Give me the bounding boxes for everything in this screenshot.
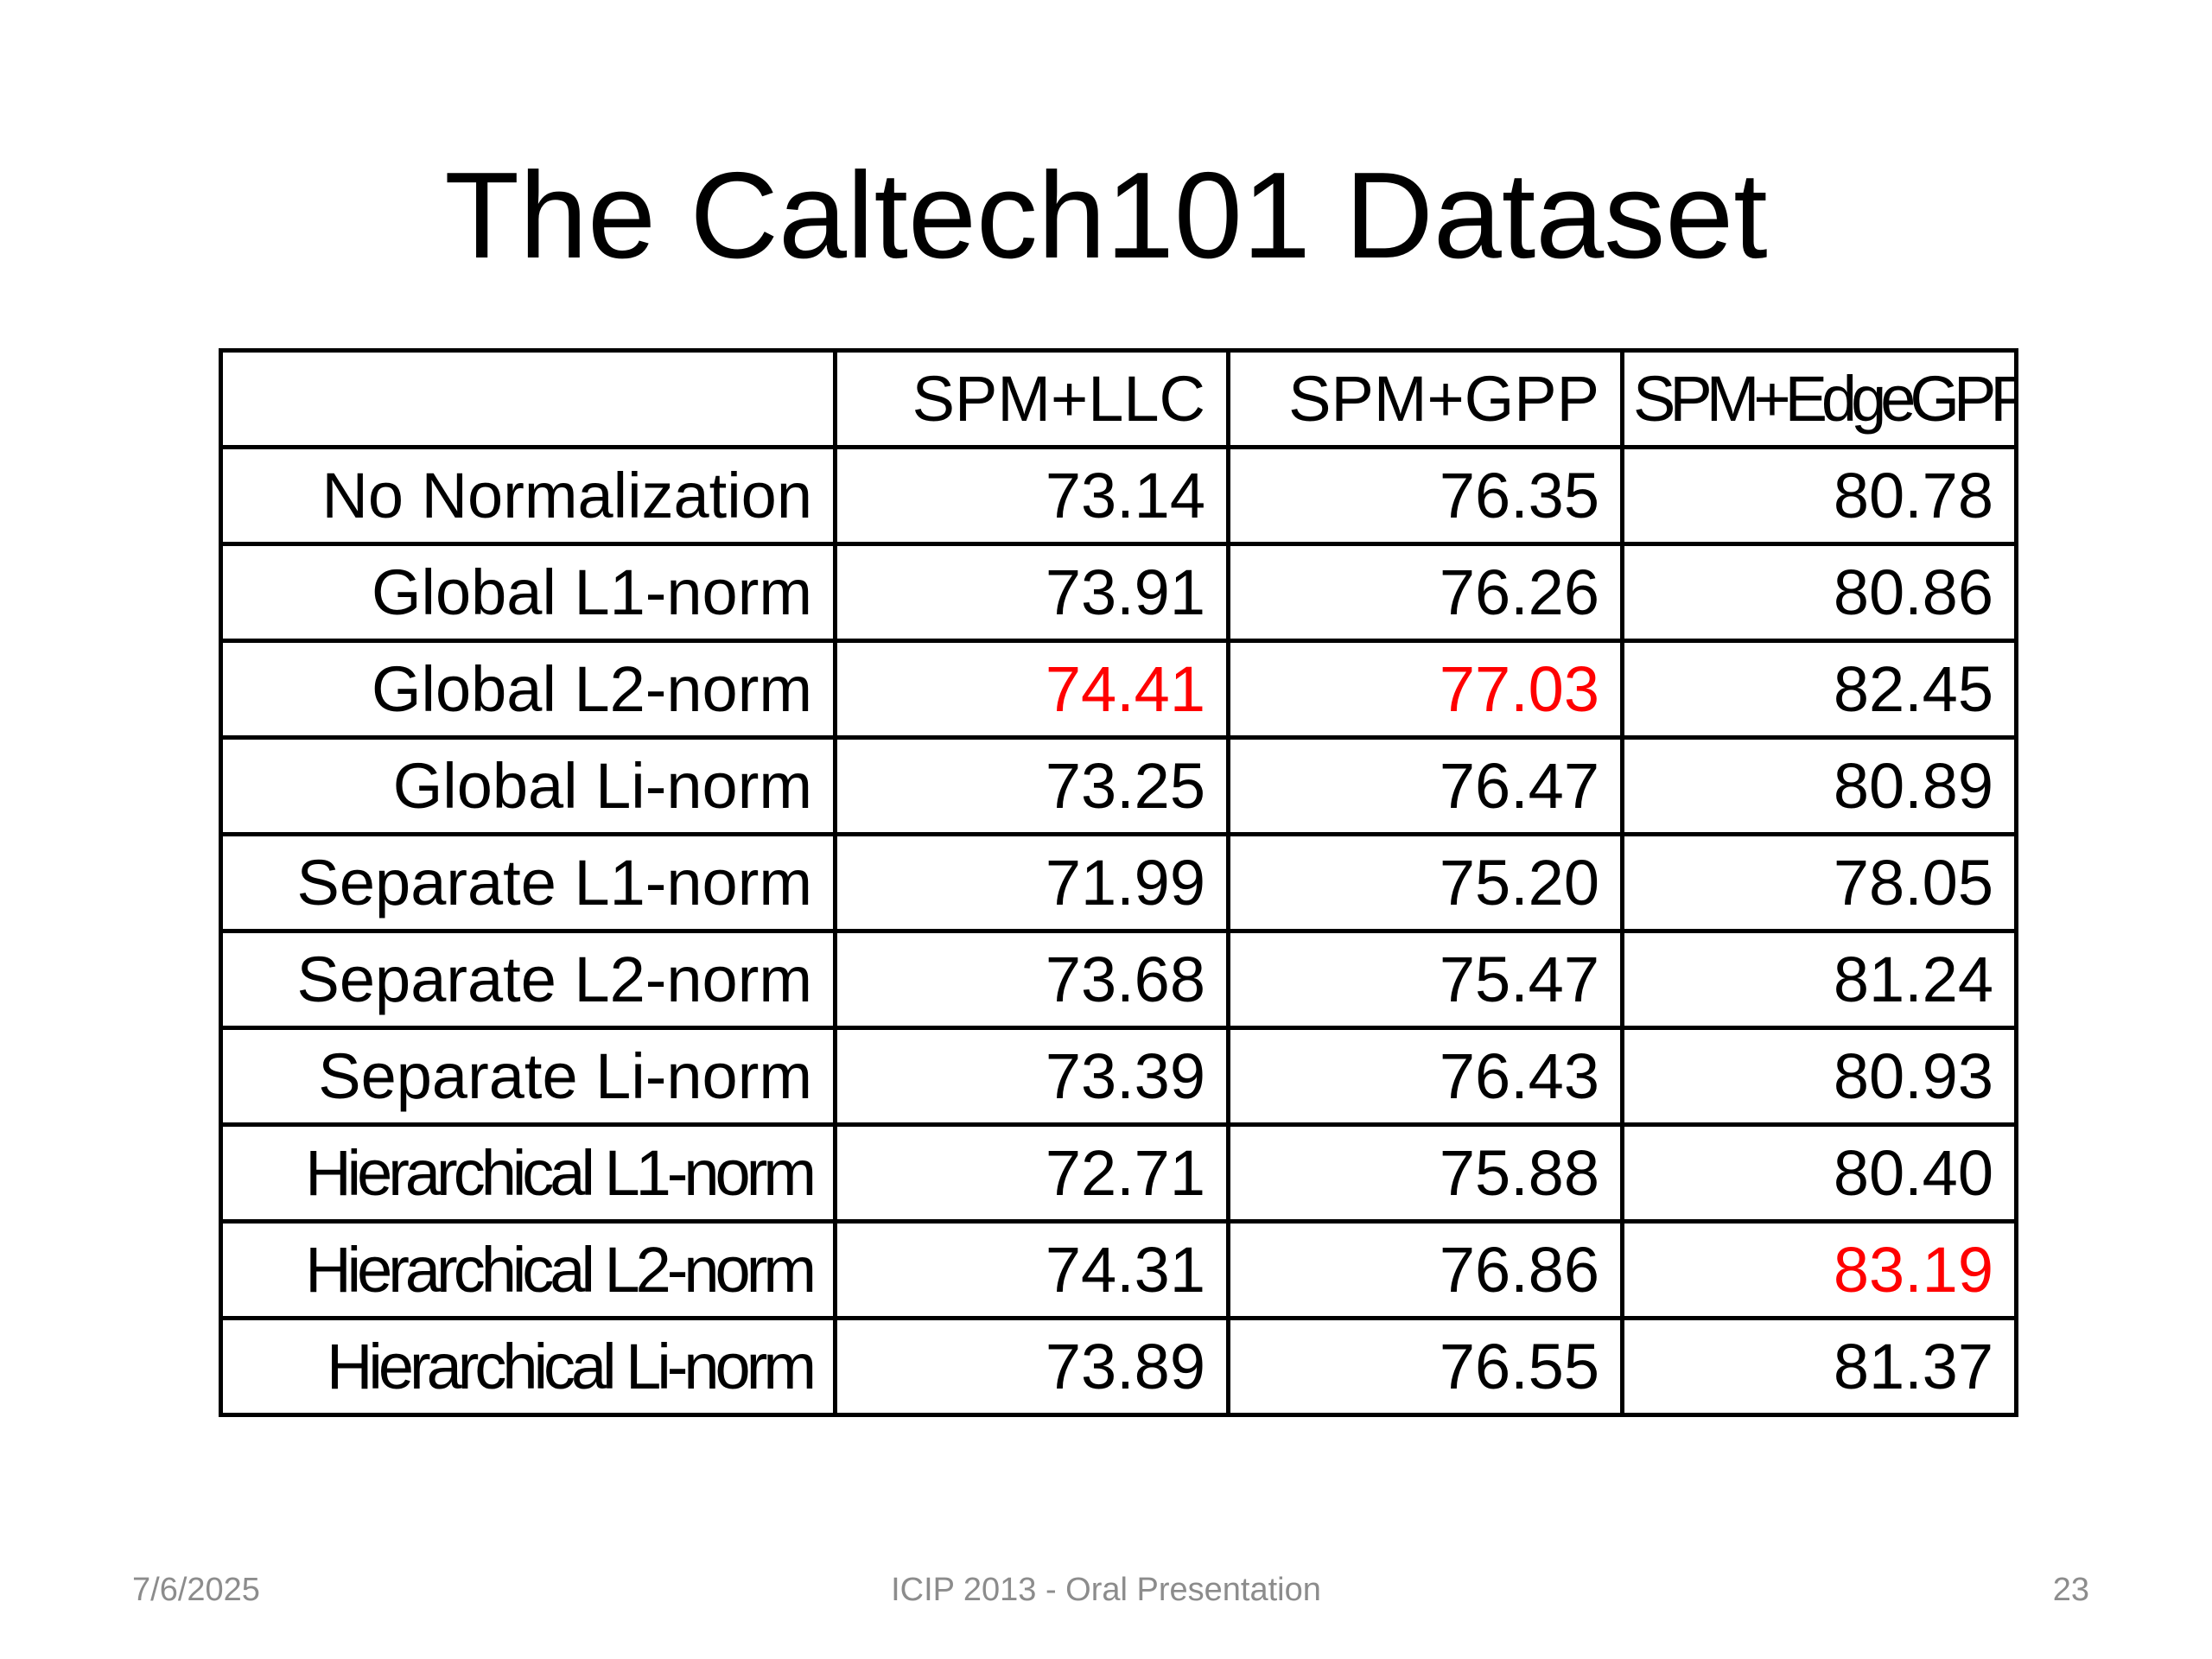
header-cell-empty [219, 348, 837, 449]
value-cell: 76.35 [1226, 445, 1624, 546]
table-header-row: SPM+LLC SPM+GPP SPM+EdgeGPP [219, 348, 2018, 449]
value-cell: 80.40 [1620, 1122, 2018, 1224]
value-cell: 76.55 [1226, 1316, 1624, 1417]
table-row: Global Li-norm 73.25 76.47 80.89 [219, 735, 2018, 836]
value-cell: 77.03 [1226, 639, 1624, 740]
value-cell: 71.99 [833, 832, 1230, 933]
value-cell: 80.78 [1620, 445, 2018, 546]
header-cell-spm-gpp: SPM+GPP [1226, 348, 1624, 449]
value-cell: 75.47 [1226, 929, 1624, 1030]
value-cell: 76.47 [1226, 735, 1624, 836]
value-cell: 78.05 [1620, 832, 2018, 933]
table-row: No Normalization 73.14 76.35 80.78 [219, 445, 2018, 546]
value-cell: 83.19 [1620, 1219, 2018, 1320]
table-row: Separate L2-norm 73.68 75.47 81.24 [219, 929, 2018, 1030]
value-cell: 80.86 [1620, 542, 2018, 643]
value-cell: 73.39 [833, 1026, 1230, 1127]
value-cell: 73.68 [833, 929, 1230, 1030]
header-cell-spm-edgegpp: SPM+EdgeGPP [1620, 348, 2018, 449]
table-body: No Normalization 73.14 76.35 80.78 Global L1… [219, 445, 2018, 1417]
row-label: Separate L1-norm [219, 832, 837, 933]
table-row: Hierarchical Li-norm 73.89 76.55 81.37 [219, 1316, 2018, 1417]
value-cell: 74.41 [833, 639, 1230, 740]
value-cell: 76.43 [1226, 1026, 1624, 1127]
value-cell: 82.45 [1620, 639, 2018, 740]
footer-page-number: 23 [2052, 1572, 2089, 1608]
row-label: Hierarchical Li-norm [219, 1316, 837, 1417]
value-cell: 75.20 [1226, 832, 1624, 933]
footer-title: ICIP 2013 - Oral Presentation [891, 1572, 1321, 1608]
value-cell: 76.26 [1226, 542, 1624, 643]
value-cell: 75.88 [1226, 1122, 1624, 1224]
row-label: Separate L2-norm [219, 929, 837, 1030]
value-cell: 80.89 [1620, 735, 2018, 836]
results-table: SPM+LLC SPM+GPP SPM+EdgeGPP No Normaliza… [219, 348, 2018, 1417]
row-label: Global Li-norm [219, 735, 837, 836]
value-cell: 73.14 [833, 445, 1230, 546]
value-cell: 80.93 [1620, 1026, 2018, 1127]
table-row: Global L1-norm 73.91 76.26 80.86 [219, 542, 2018, 643]
table-row: Hierarchical L1-norm 72.71 75.88 80.40 [219, 1122, 2018, 1224]
table-row: Hierarchical L2-norm 74.31 76.86 83.19 [219, 1219, 2018, 1320]
value-cell: 74.31 [833, 1219, 1230, 1320]
value-cell: 72.71 [833, 1122, 1230, 1224]
value-cell: 81.24 [1620, 929, 2018, 1030]
slide-title: The Caltech101 Dataset [444, 147, 1768, 284]
row-label: No Normalization [219, 445, 837, 546]
table-row: Global L2-norm 74.41 77.03 82.45 [219, 639, 2018, 740]
footer-date: 7/6/2025 [132, 1572, 260, 1608]
row-label: Hierarchical L2-norm [219, 1219, 837, 1320]
value-cell: 73.91 [833, 542, 1230, 643]
row-label: Global L1-norm [219, 542, 837, 643]
table-row: Separate L1-norm 71.99 75.20 78.05 [219, 832, 2018, 933]
row-label: Separate Li-norm [219, 1026, 837, 1127]
row-label: Global L2-norm [219, 639, 837, 740]
value-cell: 73.89 [833, 1316, 1230, 1417]
row-label: Hierarchical L1-norm [219, 1122, 837, 1224]
value-cell: 81.37 [1620, 1316, 2018, 1417]
value-cell: 76.86 [1226, 1219, 1624, 1320]
table-row: Separate Li-norm 73.39 76.43 80.93 [219, 1026, 2018, 1127]
value-cell: 73.25 [833, 735, 1230, 836]
header-cell-spm-llc: SPM+LLC [833, 348, 1230, 449]
